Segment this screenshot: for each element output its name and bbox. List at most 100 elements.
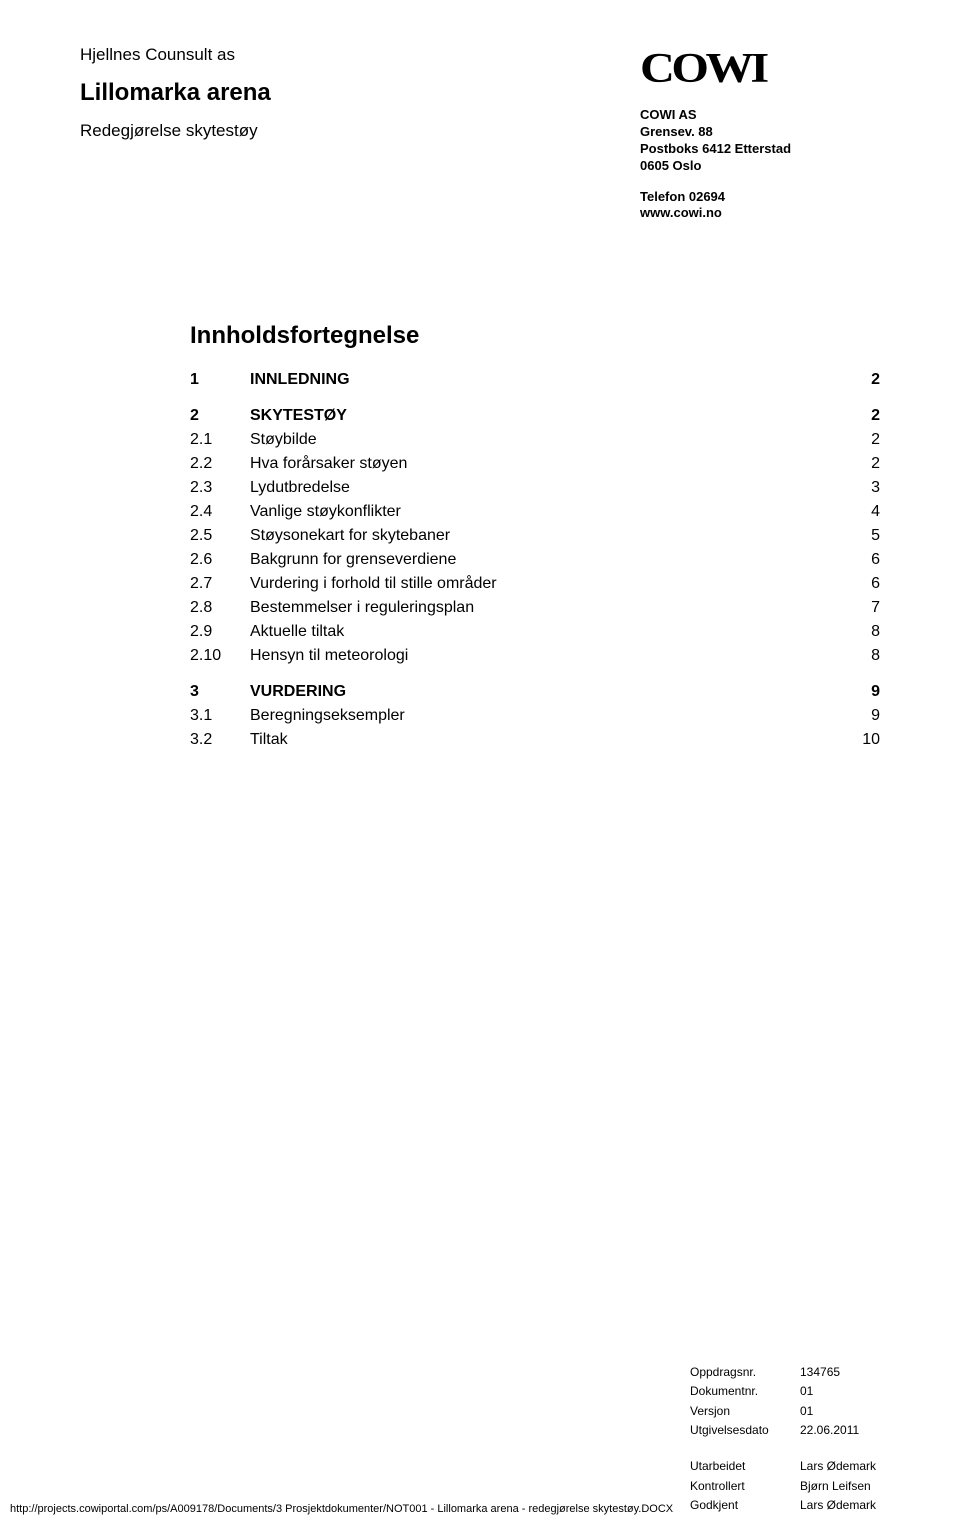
toc-label: Bakgrunn for grenseverdiene bbox=[250, 548, 840, 572]
toc-row: 1INNLEDNING2 bbox=[190, 368, 880, 392]
toc-row: 2.2Hva forårsaker støyen2 bbox=[190, 452, 880, 476]
toc-page: 9 bbox=[840, 704, 880, 728]
toc-label: Hva forårsaker støyen bbox=[250, 452, 840, 476]
toc-label: Hensyn til meteorologi bbox=[250, 644, 840, 668]
toc-num: 2.2 bbox=[190, 452, 250, 476]
toc-label: VURDERING bbox=[250, 680, 840, 704]
toc-row: 2SKYTESTØY2 bbox=[190, 404, 880, 428]
toc-page: 8 bbox=[840, 620, 880, 644]
toc-num: 2.1 bbox=[190, 428, 250, 452]
toc-num: 2 bbox=[190, 404, 250, 428]
footer-meta-key: Godkjent bbox=[690, 1496, 800, 1515]
footer-meta-row: UtarbeidetLars Ødemark bbox=[690, 1457, 900, 1476]
address-web: www.cowi.no bbox=[640, 205, 900, 222]
toc-page: 2 bbox=[840, 428, 880, 452]
toc-num: 3.2 bbox=[190, 728, 250, 752]
toc-num: 2.8 bbox=[190, 596, 250, 620]
meta-val: 22.06.2011 bbox=[800, 1421, 900, 1440]
toc-label: Beregningseksempler bbox=[250, 704, 840, 728]
toc-num: 2.7 bbox=[190, 572, 250, 596]
logo-text: COWI bbox=[640, 45, 766, 93]
toc-row: 2.3Lydutbredelse3 bbox=[190, 476, 880, 500]
toc-label: SKYTESTØY bbox=[250, 404, 840, 428]
meta-key: Oppdragsnr. bbox=[690, 1363, 800, 1382]
toc-num: 2.6 bbox=[190, 548, 250, 572]
toc-page: 10 bbox=[840, 728, 880, 752]
meta-row: Oppdragsnr.134765 bbox=[690, 1363, 900, 1382]
meta-key: Dokumentnr. bbox=[690, 1382, 800, 1401]
toc-section: Innholdsfortegnelse 1INNLEDNING22SKYTEST… bbox=[0, 322, 960, 752]
toc-label: Tiltak bbox=[250, 728, 840, 752]
toc-label: INNLEDNING bbox=[250, 368, 840, 392]
subtitle: Redegjørelse skytestøy bbox=[80, 121, 640, 141]
meta-val: 01 bbox=[800, 1402, 900, 1421]
toc-num: 2.5 bbox=[190, 524, 250, 548]
toc-row: 2.8Bestemmelser i reguleringsplan7 bbox=[190, 596, 880, 620]
meta-row: Versjon01 bbox=[690, 1402, 900, 1421]
meta-row: Dokumentnr.01 bbox=[690, 1382, 900, 1401]
toc-row: 2.6Bakgrunn for grenseverdiene6 bbox=[190, 548, 880, 572]
toc-row: 2.10Hensyn til meteorologi8 bbox=[190, 644, 880, 668]
toc-page: 9 bbox=[840, 680, 880, 704]
header-left: Hjellnes Counsult as Lillomarka arena Re… bbox=[80, 45, 640, 222]
toc-row: 3.2Tiltak10 bbox=[190, 728, 880, 752]
toc-label: Støybilde bbox=[250, 428, 840, 452]
toc-page: 4 bbox=[840, 500, 880, 524]
toc-label: Bestemmelser i reguleringsplan bbox=[250, 596, 840, 620]
toc-group: 1INNLEDNING2 bbox=[190, 368, 880, 392]
footer-meta-val: Lars Ødemark bbox=[800, 1457, 900, 1476]
toc-label: Aktuelle tiltak bbox=[250, 620, 840, 644]
address-city: 0605 Oslo bbox=[640, 158, 900, 175]
toc-page: 6 bbox=[840, 572, 880, 596]
footer-path: http://projects.cowiportal.com/ps/A00917… bbox=[10, 1503, 690, 1515]
address-name: COWI AS bbox=[640, 107, 900, 124]
meta-key: Utgivelsesdato bbox=[690, 1421, 800, 1440]
toc-group: 3VURDERING93.1Beregningseksempler93.2Til… bbox=[190, 680, 880, 752]
toc-page: 7 bbox=[840, 596, 880, 620]
toc-page: 6 bbox=[840, 548, 880, 572]
header-right: COWI COWI AS Grensev. 88 Postboks 6412 E… bbox=[640, 45, 900, 222]
toc-row: 3.1Beregningseksempler9 bbox=[190, 704, 880, 728]
company-name: Hjellnes Counsult as bbox=[80, 45, 640, 65]
toc-num: 3 bbox=[190, 680, 250, 704]
toc-num: 2.3 bbox=[190, 476, 250, 500]
footer-meta: UtarbeidetLars ØdemarkKontrollertBjørn L… bbox=[690, 1457, 900, 1515]
toc-num: 2.4 bbox=[190, 500, 250, 524]
toc-label: Vurdering i forhold til stille områder bbox=[250, 572, 840, 596]
toc-row: 3VURDERING9 bbox=[190, 680, 880, 704]
toc-num: 2.10 bbox=[190, 644, 250, 668]
toc-row: 2.5Støysonekart for skytebaner5 bbox=[190, 524, 880, 548]
toc-page: 8 bbox=[840, 644, 880, 668]
footer-block: http://projects.cowiportal.com/ps/A00917… bbox=[10, 1457, 900, 1515]
cowi-logo: COWI bbox=[640, 45, 900, 93]
footer-meta-key: Kontrollert bbox=[690, 1477, 800, 1496]
toc-row: 2.1Støybilde2 bbox=[190, 428, 880, 452]
address-phone: Telefon 02694 bbox=[640, 189, 900, 206]
toc-row: 2.4Vanlige støykonflikter4 bbox=[190, 500, 880, 524]
meta-row: Utgivelsesdato22.06.2011 bbox=[690, 1421, 900, 1440]
toc-num: 1 bbox=[190, 368, 250, 392]
toc-num: 3.1 bbox=[190, 704, 250, 728]
address-block: COWI AS Grensev. 88 Postboks 6412 Etters… bbox=[640, 107, 900, 222]
meta-block: Oppdragsnr.134765Dokumentnr.01Versjon01U… bbox=[690, 1363, 900, 1440]
toc-page: 2 bbox=[840, 368, 880, 392]
toc-row: 2.9Aktuelle tiltak8 bbox=[190, 620, 880, 644]
toc-page: 2 bbox=[840, 452, 880, 476]
toc-row: 2.7Vurdering i forhold til stille område… bbox=[190, 572, 880, 596]
toc-label: Lydutbredelse bbox=[250, 476, 840, 500]
footer-meta-val: Lars Ødemark bbox=[800, 1496, 900, 1515]
footer-meta-row: KontrollertBjørn Leifsen bbox=[690, 1477, 900, 1496]
meta-val: 01 bbox=[800, 1382, 900, 1401]
footer-meta-row: GodkjentLars Ødemark bbox=[690, 1496, 900, 1515]
toc-page: 5 bbox=[840, 524, 880, 548]
toc-title: Innholdsfortegnelse bbox=[190, 322, 880, 350]
toc-num: 2.9 bbox=[190, 620, 250, 644]
toc-body: 1INNLEDNING22SKYTESTØY22.1Støybilde22.2H… bbox=[190, 368, 880, 752]
meta-key: Versjon bbox=[690, 1402, 800, 1421]
project-title: Lillomarka arena bbox=[80, 79, 640, 107]
toc-page: 2 bbox=[840, 404, 880, 428]
toc-page: 3 bbox=[840, 476, 880, 500]
toc-label: Støysonekart for skytebaner bbox=[250, 524, 840, 548]
toc-group: 2SKYTESTØY22.1Støybilde22.2Hva forårsake… bbox=[190, 404, 880, 668]
footer-meta-key: Utarbeidet bbox=[690, 1457, 800, 1476]
